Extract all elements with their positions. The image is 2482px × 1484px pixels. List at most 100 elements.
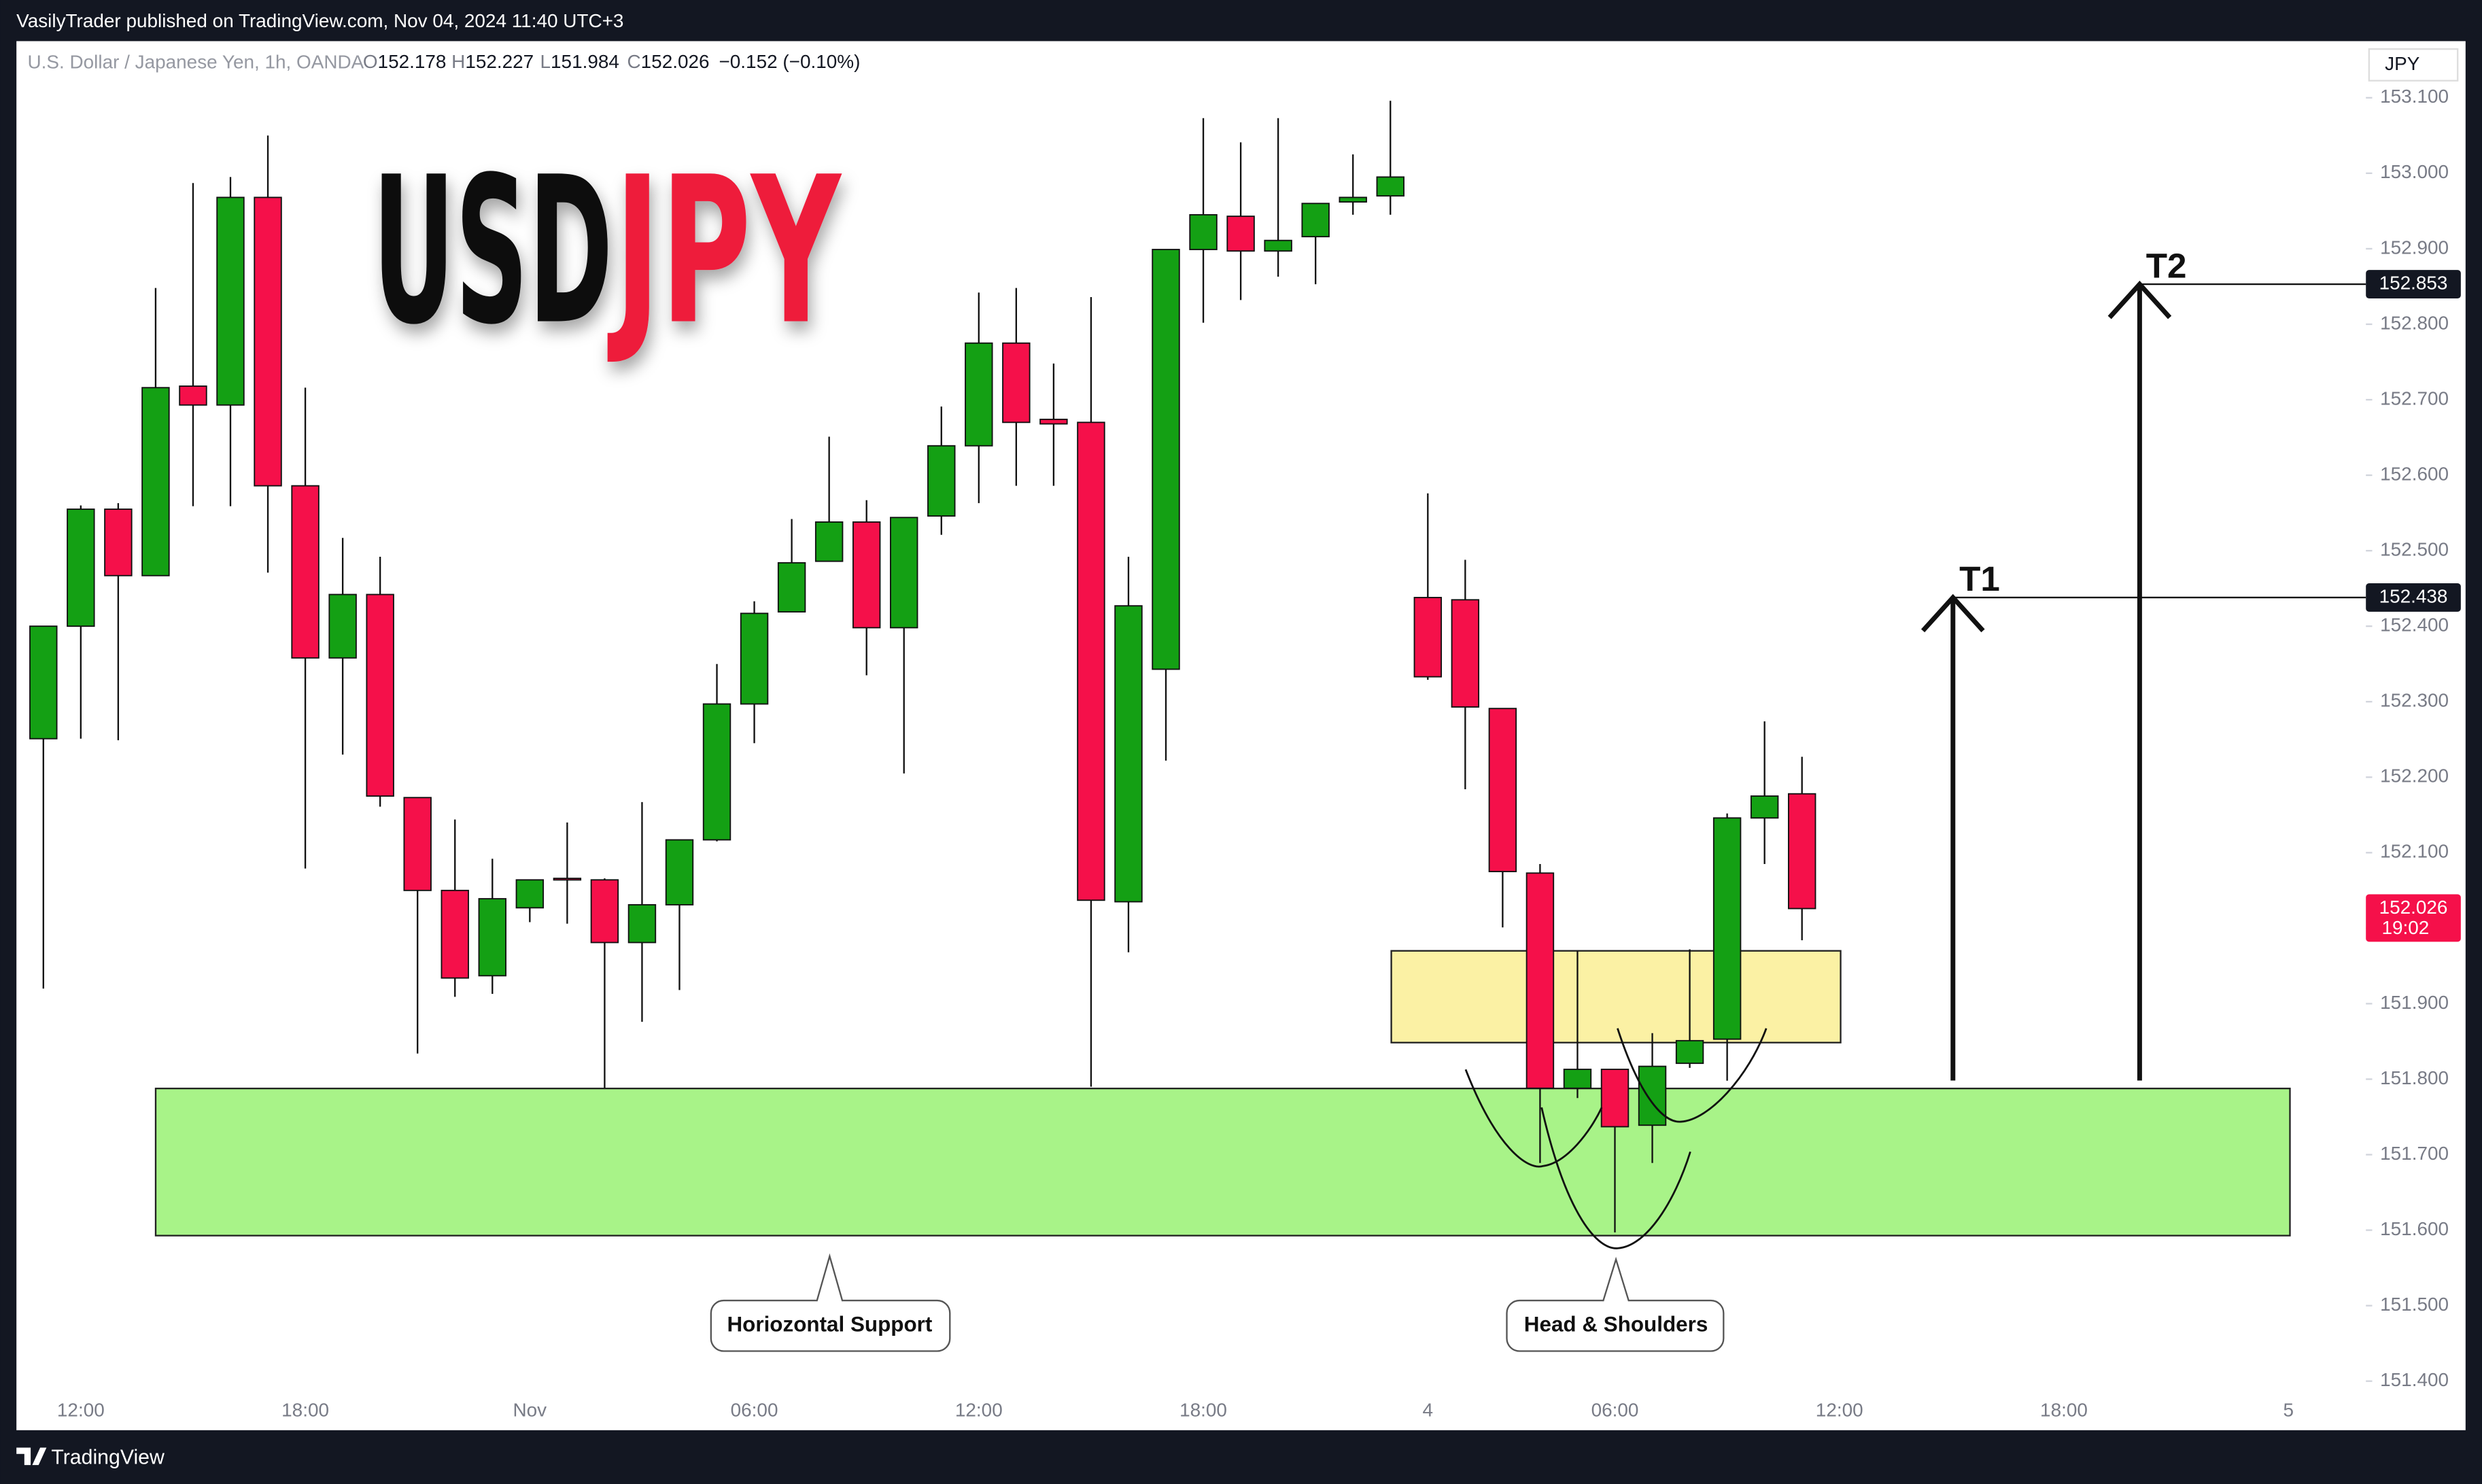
candle-body [1750,795,1779,819]
footer: TradingView [16,1447,165,1469]
candle-body [179,385,207,406]
x-tick-label: 18:00 [2040,1399,2088,1420]
h-value: 152.227 [465,51,534,72]
candle-body [1638,1065,1667,1126]
candle-body [1189,213,1218,250]
y-tick-label: 151.500 [2380,1294,2449,1315]
plot [29,101,2291,1237]
x-tick-label: 12:00 [955,1399,1003,1420]
l-value: 151.984 [551,51,619,72]
last-price-box [2366,894,2461,942]
candle-body [702,703,731,841]
y-tick-label: 152.100 [2380,841,2449,862]
candle-body [1039,418,1068,425]
price-label-box [2366,270,2461,299]
title-left: USD [373,133,613,369]
head [1540,1107,1691,1249]
x-tick-label: 06:00 [731,1399,778,1420]
y-tick-label: 153.000 [2380,161,2449,182]
candle-body [740,612,769,705]
candle-body [890,517,918,629]
candle-body [141,387,170,576]
candle-body [1563,1069,1592,1089]
candle-body [1002,342,1031,424]
x-tick-label: 12:00 [57,1399,105,1420]
y-tick-label: 152.900 [2380,237,2449,258]
y-tick-label: 152.700 [2380,387,2449,409]
candle-body [1339,196,1367,203]
h-label: H [451,51,465,72]
x-tick-label: 18:00 [281,1399,329,1420]
price-label: 152.438 [2379,585,2448,606]
candle-body [965,342,993,447]
candle-body [1451,599,1480,708]
candle-body [1301,203,1330,238]
logo [16,1447,47,1466]
support-zone [154,1088,2291,1237]
candle-body [216,196,245,406]
y-tick-label: 153.100 [2380,86,2449,107]
callout-text: Horiozontal Support [727,1313,932,1336]
change: −0.152 (−0.10%) [719,51,860,72]
c-value: 152.026 [641,51,710,72]
x-tick-label: 06:00 [1591,1399,1639,1420]
candle-body [1526,872,1555,1089]
candle-body [478,898,506,977]
x-tick-label: 12:00 [1816,1399,1863,1420]
candle-body [814,521,844,562]
candle-body [29,625,58,740]
candle-body [1413,597,1443,678]
currency-box [2368,48,2459,82]
candle-body [1376,176,1404,197]
symbol: U.S. Dollar / Japanese Yen, 1h, OANDA [27,51,364,72]
candle-body [254,196,282,487]
candle-body [366,593,394,797]
candle-body [1787,793,1816,910]
last-price-label: 152.026 [2379,897,2448,918]
y-tick-label: 152.500 [2380,538,2449,559]
y-tick-label: 151.800 [2380,1067,2449,1088]
callout [710,1253,951,1352]
l-label: L [540,51,551,72]
y-tick-label: 151.900 [2380,992,2449,1013]
candle-body [927,445,956,517]
candle-body [590,879,619,944]
y-tick-label: 152.300 [2380,690,2449,711]
candle-body [1600,1069,1630,1128]
candle-body [1077,421,1105,901]
candle-body [553,878,582,881]
publisher: VasilyTrader published on TradingView.co… [16,10,623,31]
candle-body [104,508,133,576]
y-tick-label: 152.200 [2380,765,2449,787]
candle-body [852,521,881,629]
countdown: 19:02 [2381,917,2429,938]
candle-body [1114,605,1143,903]
x-tick-label: 4 [1423,1399,1434,1420]
currency: JPY [2385,53,2419,74]
o-label: O [363,51,378,72]
candle-body [403,797,432,891]
left-shoulder [1464,1069,1603,1168]
ohlc: O152.178 H152.227 L151.984 C152.026 −0.1… [363,51,861,72]
candle-body [328,593,357,659]
right-shoulder [1617,1028,1768,1123]
big-title: USD JPY [373,133,842,369]
callout-text: Head & Shoulders [1524,1313,1708,1336]
candle-body [441,889,469,979]
target-name: T1 [1959,559,2000,598]
title-right: JPY [607,133,842,369]
candle-body [1226,215,1255,252]
candle-body [1712,817,1742,1040]
candle-body [291,485,320,659]
neckline-zone [1390,950,1842,1043]
c-label: C [627,51,641,72]
y-tick-label: 151.700 [2380,1143,2449,1164]
candle-body [1488,708,1517,873]
y-tick-label: 152.800 [2380,312,2449,333]
candle-body [627,904,657,944]
o-value: 152.178 [378,51,447,72]
candle-body [1264,239,1292,252]
candle-body [67,508,95,627]
candle-body [777,562,806,612]
